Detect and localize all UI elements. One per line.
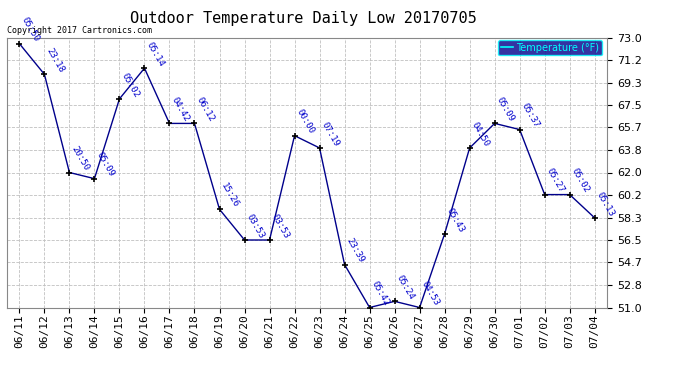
Text: 04:53: 04:53	[420, 280, 441, 308]
Text: 15:26: 15:26	[219, 182, 241, 209]
Text: 07:19: 07:19	[319, 120, 341, 148]
Text: Outdoor Temperature Daily Low 20170705: Outdoor Temperature Daily Low 20170705	[130, 11, 477, 26]
Text: 04:42: 04:42	[170, 96, 190, 123]
Text: 05:24: 05:24	[395, 274, 416, 302]
Text: 03:53: 03:53	[244, 212, 266, 240]
Text: 00:00: 00:00	[295, 108, 316, 136]
Text: 05:02: 05:02	[119, 71, 141, 99]
Text: 04:50: 04:50	[470, 120, 491, 148]
Text: 05:13: 05:13	[595, 190, 616, 218]
Text: 05:09: 05:09	[95, 151, 116, 178]
Text: 23:39: 23:39	[344, 237, 366, 264]
Text: 05:50: 05:50	[19, 16, 41, 44]
Text: 05:37: 05:37	[520, 102, 541, 129]
Text: Copyright 2017 Cartronics.com: Copyright 2017 Cartronics.com	[7, 26, 152, 35]
Text: 23:18: 23:18	[44, 46, 66, 74]
Legend: Temperature (°F): Temperature (°F)	[498, 40, 602, 56]
Text: 05:02: 05:02	[570, 167, 591, 195]
Text: 05:14: 05:14	[144, 40, 166, 68]
Text: 05:27: 05:27	[544, 167, 566, 195]
Text: 05:09: 05:09	[495, 96, 516, 123]
Text: 05:43: 05:43	[444, 206, 466, 234]
Text: 06:12: 06:12	[195, 96, 216, 123]
Text: 05:42: 05:42	[370, 280, 391, 308]
Text: 20:50: 20:50	[70, 145, 90, 172]
Text: 03:53: 03:53	[270, 212, 290, 240]
